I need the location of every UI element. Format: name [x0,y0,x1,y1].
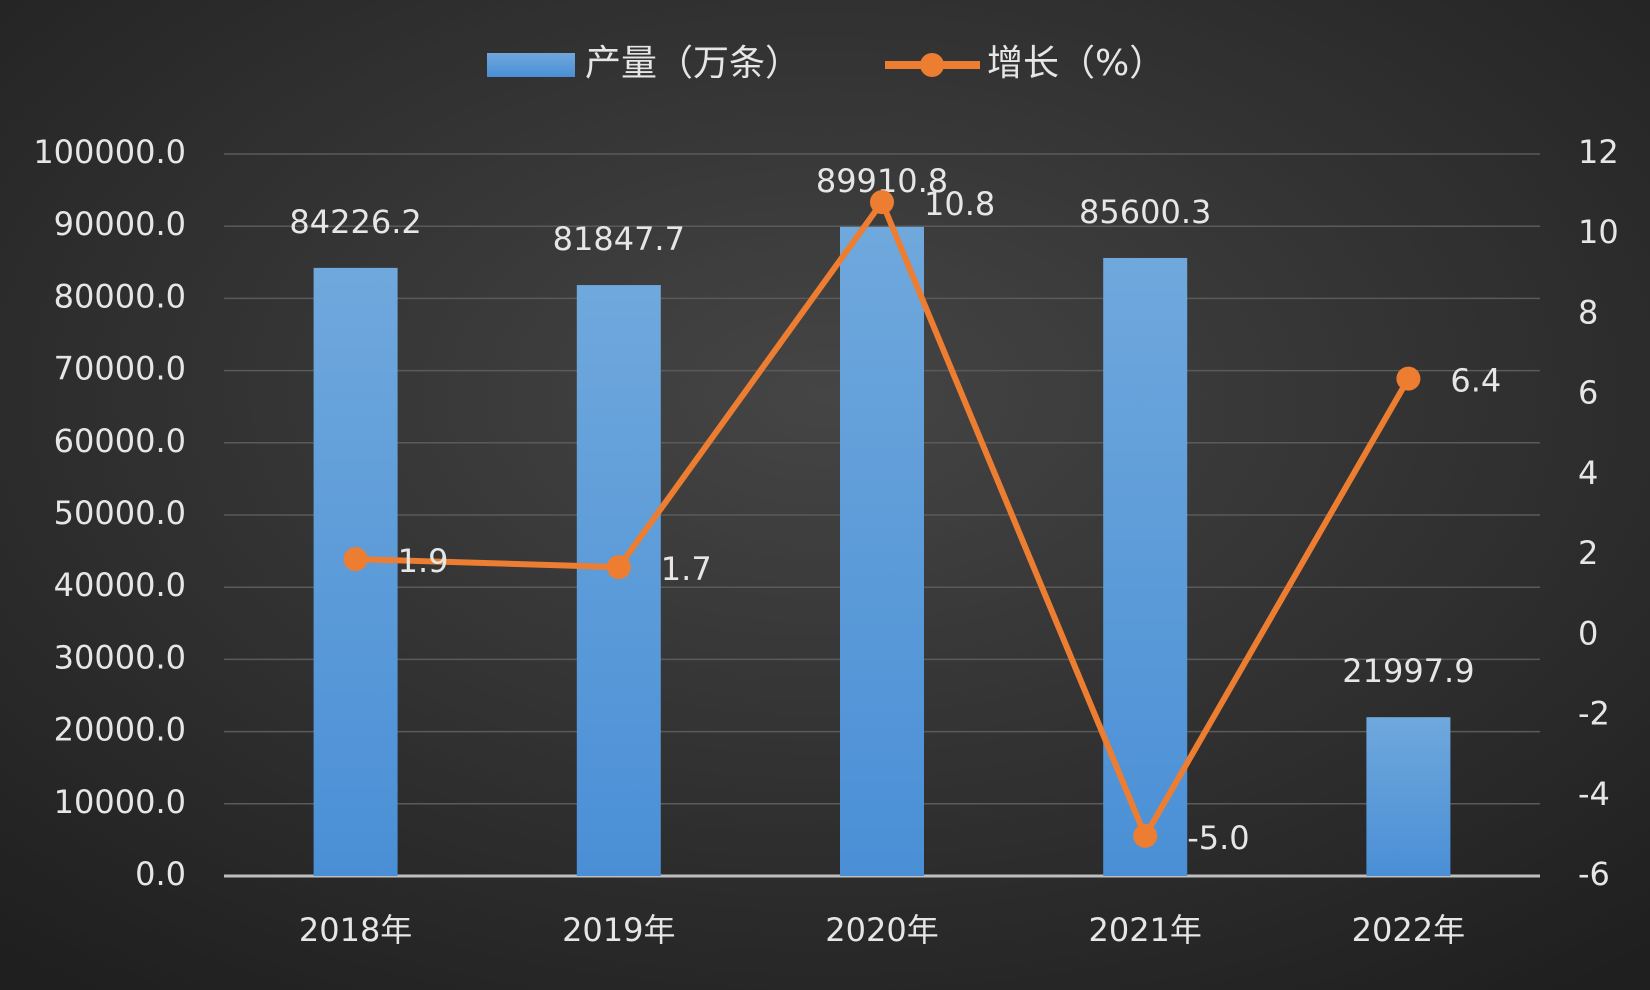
legend-label: 产量（万条） [585,43,801,84]
y-tick-label: 80000.0 [54,277,186,315]
bar [313,267,398,876]
line-marker [1133,823,1158,848]
data-label: -5.0 [1187,819,1249,857]
y-tick-label: 100000.0 [33,133,186,171]
data-label: 21997.9 [1342,652,1474,690]
legend-marker [920,53,944,77]
y2-tick-label: 0 [1578,614,1598,652]
data-label: 1.7 [661,550,712,588]
y2-tick-label: 4 [1578,454,1598,492]
y2-tick-label: 10 [1578,213,1619,251]
y2-tick-label: -6 [1578,855,1610,893]
y-tick-label: 60000.0 [54,422,186,460]
y-tick-label: 40000.0 [54,566,186,604]
bar [1366,717,1451,876]
x-tick-label: 2021年 [1088,911,1201,949]
line-marker [343,547,368,572]
data-label: 85600.3 [1079,193,1211,231]
data-label: 81847.7 [553,220,685,258]
y2-tick-label: -4 [1578,775,1610,813]
y-tick-label: 70000.0 [54,350,186,388]
y-tick-label: 90000.0 [54,205,186,243]
x-tick-label: 2020年 [825,911,938,949]
legend-swatch [487,53,575,77]
line-marker [1396,366,1421,391]
y2-tick-label: 8 [1578,293,1598,331]
y2-tick-label: -2 [1578,695,1610,733]
x-tick-label: 2018年 [299,911,412,949]
y2-tick-label: 12 [1578,133,1619,171]
bar [576,285,661,877]
y2-tick-label: 2 [1578,534,1598,572]
y-tick-label: 50000.0 [54,494,186,532]
y2-tick-label: 6 [1578,374,1598,412]
line-marker [606,555,631,580]
line-marker [870,190,894,215]
data-label: 1.9 [398,542,449,580]
y-tick-label: 0.0 [135,855,186,893]
x-tick-label: 2019年 [562,911,675,949]
legend-label: 增长（%） [987,43,1165,84]
bar [840,226,924,877]
y-tick-label: 10000.0 [54,783,186,821]
data-label: 10.8 [924,185,995,223]
data-label: 84226.2 [289,203,421,241]
data-label: 6.4 [1450,362,1501,400]
y-tick-label: 30000.0 [54,638,186,676]
y-tick-label: 20000.0 [54,711,186,749]
x-tick-label: 2022年 [1352,911,1465,949]
